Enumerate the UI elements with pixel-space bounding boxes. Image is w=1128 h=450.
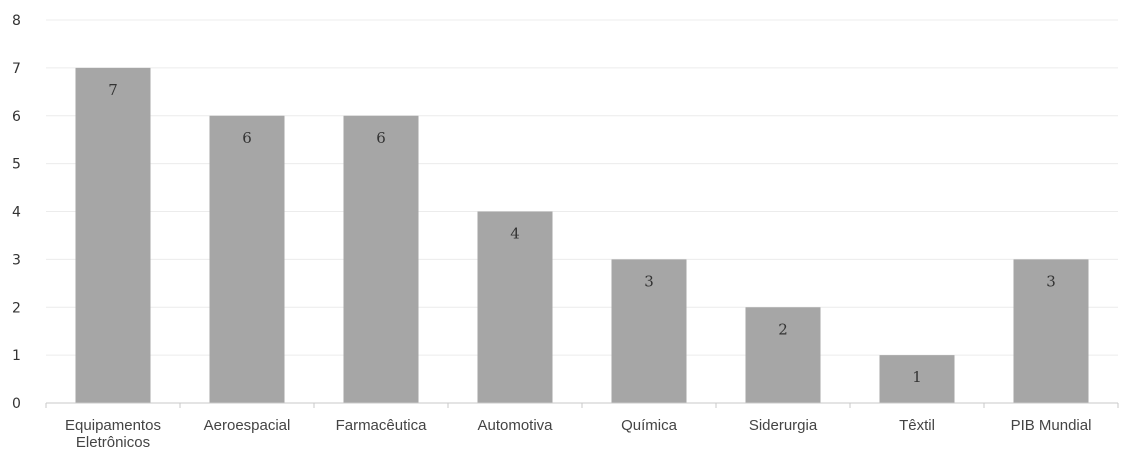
x-tick-label-line: Aeroespacial [204,417,291,434]
data-label: 1 [912,368,922,386]
y-tick-label: 4 [12,205,21,221]
y-tick-label: 3 [12,252,21,268]
y-tick-label: 1 [12,348,21,364]
x-tick-label-line: PIB Mundial [1011,417,1092,434]
x-tick-label: Equipamentos Eletrônicos [65,417,161,450]
data-label: 7 [108,81,118,99]
gridlines [46,19,1118,356]
bar [611,259,687,403]
x-tick-label-line: Equipamentos [65,417,161,434]
x-tick-label-line: Química [621,417,678,434]
y-axis-ticks: 0 1 2 3 4 5 6 7 8 [12,13,21,412]
x-tick-label-line: Têxtil [899,417,935,434]
y-tick-label: 0 [12,396,21,412]
bar [1013,259,1089,403]
y-tick-label: 7 [12,61,21,77]
x-axis-ticks [45,403,1119,408]
data-label: 6 [376,129,386,147]
y-tick-label: 5 [12,157,21,173]
bar [477,211,553,403]
y-tick-label: 8 [12,13,21,29]
y-tick-label: 6 [12,109,21,125]
data-label: 3 [1046,272,1056,290]
bar [879,355,955,403]
bar [745,307,821,403]
x-axis-labels: Equipamentos Eletrônicos Aeroespacial Farma… [65,417,1091,450]
data-label: 3 [644,272,654,290]
data-labels: 7 6 6 4 3 2 1 3 [108,81,1056,386]
bar [343,115,419,403]
x-tick-label-line: Siderurgia [749,417,818,434]
x-tick-label-line: Automotiva [477,417,553,434]
x-tick-label: PIB Mundial [1011,417,1092,434]
data-label: 6 [242,129,252,147]
bar [209,115,285,403]
x-tick-label: Automotiva [477,417,553,434]
x-tick-label: Farmacêutica [336,417,428,434]
x-tick-label-line: Eletrônicos [76,434,150,450]
x-tick-label: Têxtil [899,417,935,434]
data-label: 2 [778,320,788,338]
x-tick-label: Siderurgia [749,417,818,434]
bar [75,67,151,403]
y-tick-label: 2 [12,300,21,316]
x-tick-label: Química [621,417,678,434]
bars [75,67,1089,403]
x-tick-label: Aeroespacial [204,417,291,434]
x-tick-label-line: Farmacêutica [336,417,428,434]
data-label: 4 [510,225,520,243]
